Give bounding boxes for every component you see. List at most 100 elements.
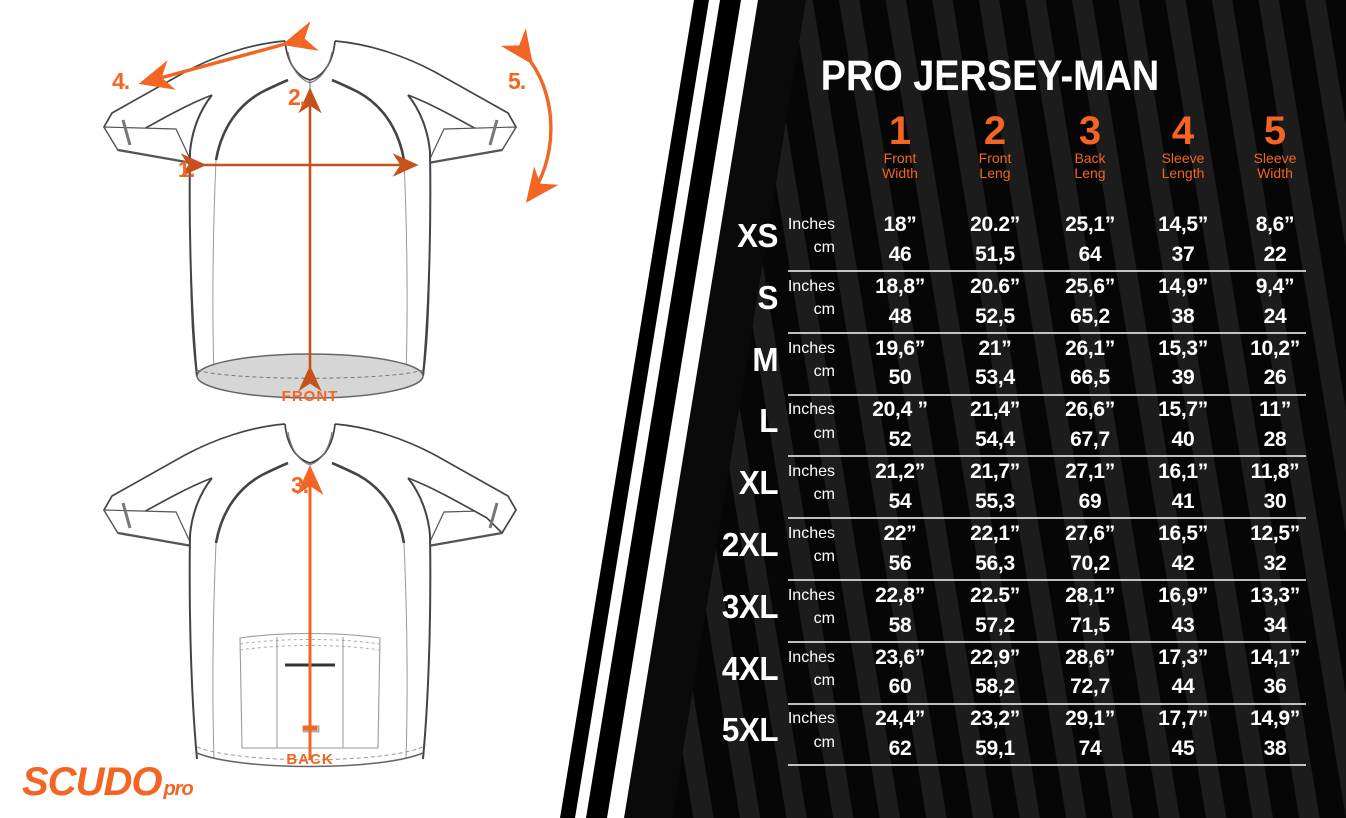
value-cm: 62 — [888, 737, 912, 761]
unit-inches: Inches — [787, 401, 835, 419]
marker-label-5: 5. — [508, 68, 526, 94]
value-cm: 67,7 — [1070, 428, 1110, 452]
table-cell: 18,8” 48 — [850, 272, 950, 332]
table-cell: 27,1” 69 — [1040, 457, 1140, 517]
value-inches: 18” — [883, 213, 917, 236]
row-separator — [788, 270, 1306, 272]
value-inches: 20.2” — [970, 213, 1020, 236]
value-cm: 40 — [1171, 428, 1195, 452]
table-cell: 16,1” 41 — [1133, 457, 1233, 517]
column-header-1: 1 Front Width — [850, 111, 950, 181]
unit-labels: Inches cm — [755, 275, 835, 321]
value-inches: 26,6” — [1065, 398, 1115, 422]
value-cm: 46 — [888, 242, 912, 266]
table-cell: 22,1” 56,3 — [945, 519, 1045, 579]
unit-cm: cm — [813, 733, 835, 751]
value-cm: 38 — [1171, 304, 1195, 328]
column-label-line2: Leng — [979, 165, 1011, 182]
table-cell: 8,6” 22 — [1225, 210, 1325, 270]
value-inches: 10,2” — [1250, 336, 1300, 360]
marker-label-4: 4. — [112, 68, 130, 94]
value-cm: 52 — [888, 428, 912, 452]
value-cm: 58 — [888, 613, 912, 637]
value-inches: 22,8” — [875, 583, 925, 607]
unit-inches: Inches — [787, 586, 835, 604]
table-cell: 26,6” 67,7 — [1040, 395, 1140, 455]
value-inches: 13,3” — [1250, 583, 1300, 607]
table-cell: 10,2” 26 — [1225, 334, 1325, 394]
brand-logo: SCUDO pro — [22, 760, 194, 804]
size-label-xs: XS — [737, 217, 778, 254]
value-inches: 22” — [883, 522, 917, 545]
column-label-line2: Leng — [1074, 165, 1106, 182]
value-cm: 48 — [888, 304, 912, 328]
column-label-line1: Back — [1074, 150, 1106, 166]
column-number: 5 — [1263, 109, 1287, 153]
table-cell: 16,9” 43 — [1133, 581, 1233, 641]
unit-labels: Inches cm — [755, 707, 835, 753]
table-cell: 21,4” 54,4 — [945, 395, 1045, 455]
value-cm: 44 — [1171, 675, 1195, 699]
value-cm: 70,2 — [1070, 551, 1110, 575]
unit-cm: cm — [813, 362, 835, 380]
value-inches: 19,6” — [875, 336, 925, 360]
row-separator — [788, 455, 1306, 458]
back-jersey-drawing — [102, 423, 518, 768]
value-cm: 34 — [1263, 613, 1287, 637]
row-separator — [788, 393, 1306, 396]
value-inches: 24,4” — [875, 707, 925, 731]
value-cm: 42 — [1171, 551, 1195, 575]
row-separator — [788, 331, 1306, 334]
value-cm: 71,5 — [1070, 613, 1110, 637]
unit-inches: Inches — [787, 710, 835, 728]
value-inches: 14,1” — [1250, 645, 1300, 669]
size-label-5xl: 5XL — [721, 711, 779, 749]
value-inches: 22,9” — [970, 645, 1020, 669]
size-label-3xl: 3XL — [721, 587, 779, 625]
value-inches: 21” — [978, 336, 1012, 360]
unit-inches: Inches — [787, 525, 835, 542]
column-number: 2 — [983, 109, 1007, 153]
value-inches: 20,4 ” — [872, 398, 928, 422]
jersey-technical-drawings — [102, 21, 559, 768]
size-table-panel: PRO JERSEY-MAN 1 Front Width 2 Front Leng 3 Bac… — [690, 0, 1346, 818]
value-cm: 51,5 — [975, 242, 1015, 266]
table-cell: 14,1” 36 — [1225, 643, 1325, 703]
table-cell: 20.2” 51,5 — [945, 210, 1045, 270]
value-cm: 32 — [1263, 551, 1287, 575]
value-cm: 37 — [1171, 242, 1195, 266]
value-inches: 14,9” — [1158, 274, 1208, 298]
column-label-line1: Front — [883, 150, 917, 166]
front-measure-arrows — [138, 21, 559, 392]
table-cell: 21” 53,4 — [945, 334, 1045, 394]
unit-labels: Inches cm — [755, 398, 835, 444]
table-cell: 17,3” 44 — [1133, 643, 1233, 703]
value-inches: 20.6” — [970, 274, 1020, 298]
table-cell: 21,7” 55,3 — [945, 457, 1045, 517]
table-cell: 20,4 ” 52 — [850, 395, 950, 455]
value-cm: 45 — [1171, 737, 1195, 761]
value-cm: 55,3 — [975, 490, 1015, 513]
unit-labels: Inches cm — [755, 213, 835, 259]
marker-label-1: 1. — [178, 157, 195, 182]
value-inches: 27,6” — [1065, 522, 1115, 545]
value-inches: 22,1” — [970, 522, 1020, 545]
front-caption: FRONT — [281, 388, 339, 405]
value-cm: 59,1 — [975, 737, 1015, 761]
value-inches: 26,1” — [1065, 336, 1115, 360]
table-cell: 29,1” 74 — [1040, 704, 1140, 764]
value-cm: 54,4 — [975, 428, 1015, 452]
brand-name: SCUDO — [22, 760, 162, 804]
value-cm: 64 — [1078, 242, 1102, 266]
table-cell: 13,3” 34 — [1225, 581, 1325, 641]
value-cm: 56,3 — [975, 551, 1015, 575]
table-cell: 22,9” 58,2 — [945, 643, 1045, 703]
value-cm: 57,2 — [975, 613, 1015, 637]
unit-cm: cm — [813, 671, 835, 689]
value-cm: 24 — [1263, 304, 1287, 328]
value-cm: 36 — [1263, 675, 1287, 699]
value-inches: 11” — [1259, 398, 1291, 422]
table-cell: 22.5” 57,2 — [945, 581, 1045, 641]
column-header-3: 3 Back Leng — [1040, 111, 1140, 182]
